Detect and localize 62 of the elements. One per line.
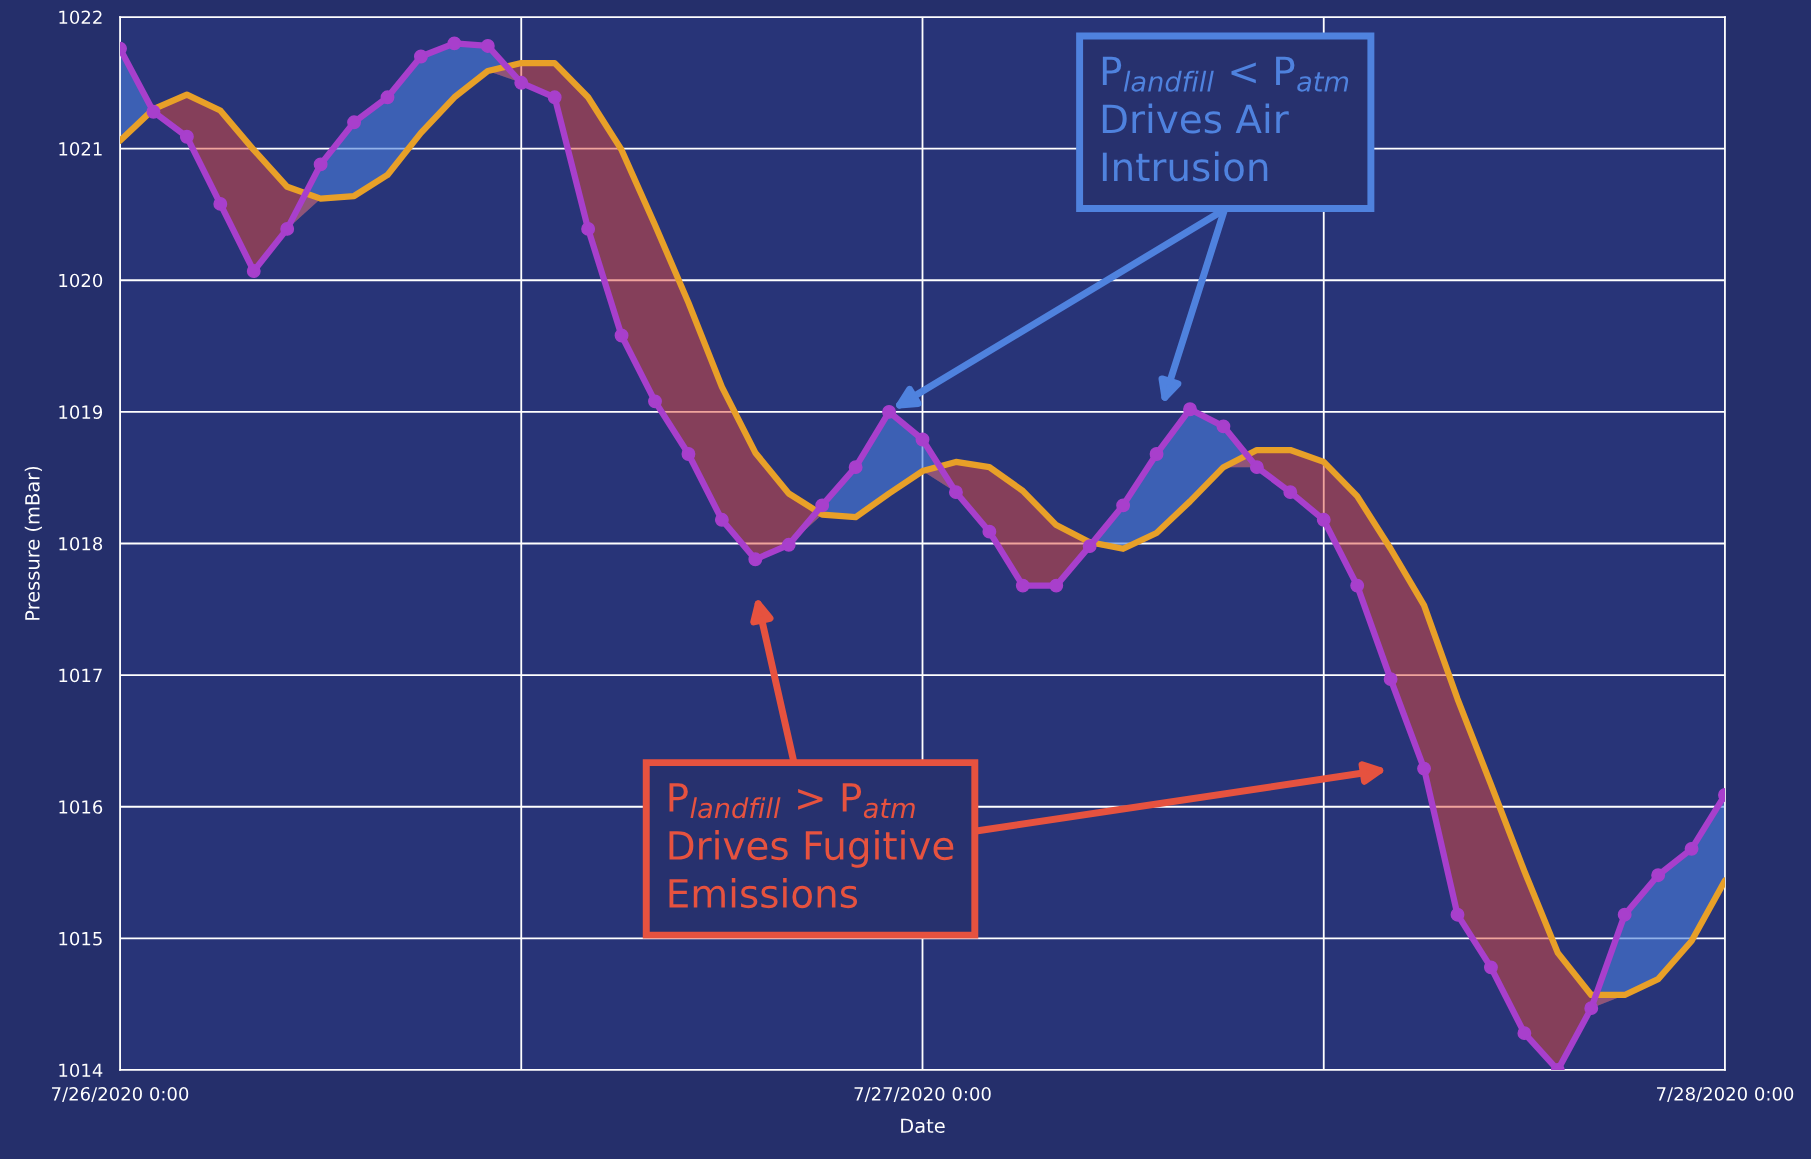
point (982, 524, 997, 539)
point (1049, 578, 1064, 593)
point (1216, 419, 1231, 434)
point (1450, 907, 1465, 922)
point (347, 115, 362, 130)
point (1015, 578, 1030, 593)
point (781, 537, 796, 552)
point (1283, 485, 1298, 500)
point (748, 552, 763, 567)
y-tick-label: 1016 (59, 800, 103, 814)
y-tick-label: 1020 (59, 273, 103, 288)
point (1617, 907, 1632, 922)
point (1417, 761, 1432, 776)
point (213, 196, 228, 211)
point (614, 328, 629, 343)
point (714, 512, 729, 527)
point (1517, 1026, 1532, 1041)
point (179, 129, 194, 144)
point (480, 39, 495, 53)
x-axis-title: Date (901, 1118, 945, 1134)
point (915, 432, 930, 447)
annotation: P$_{landfill}$ < P$_{atm}$ Drives Air Intrusion (1102, 56, 1349, 182)
point (547, 90, 562, 105)
y-tick-label: 1019 (59, 405, 103, 419)
point (1316, 512, 1331, 527)
x-tick-label: 7/26/2020 0:00 (52, 1086, 189, 1103)
point (1483, 960, 1498, 975)
y-axis-title: Pressure (mBar) (24, 466, 43, 620)
point (514, 75, 529, 90)
y-tick-label: 1014 (59, 1063, 103, 1078)
point (815, 498, 830, 513)
point (848, 460, 863, 475)
point (380, 90, 395, 105)
point (1116, 498, 1131, 513)
point (146, 104, 161, 119)
point (313, 157, 328, 172)
point (1684, 841, 1699, 856)
x-tick-label: 7/28/2020 0:00 (1657, 1086, 1794, 1103)
point (1183, 402, 1197, 417)
point (280, 221, 295, 236)
y-tick-label: 1022 (59, 10, 102, 25)
point (447, 36, 462, 51)
point (581, 221, 596, 236)
y-tick-label: 1017 (59, 668, 102, 683)
point (413, 49, 428, 64)
annotation: P$_{landfill}$ > P$_{atm}$ Drives Fugitive Emissions (669, 783, 954, 909)
point (1149, 447, 1164, 461)
point (1249, 460, 1264, 475)
point (246, 264, 261, 278)
point (1584, 1001, 1599, 1016)
point (1651, 868, 1666, 883)
point (882, 404, 897, 419)
y-tick-label: 1018 (59, 536, 103, 551)
point (648, 394, 662, 409)
point (1350, 578, 1365, 593)
y-tick-label: 1015 (59, 931, 102, 946)
point (1383, 672, 1398, 687)
point (681, 447, 696, 461)
point (948, 485, 963, 500)
x-tick-label: 7/27/2020 0:00 (854, 1086, 991, 1103)
y-tick-label: 1021 (59, 142, 102, 156)
point (1082, 539, 1097, 554)
